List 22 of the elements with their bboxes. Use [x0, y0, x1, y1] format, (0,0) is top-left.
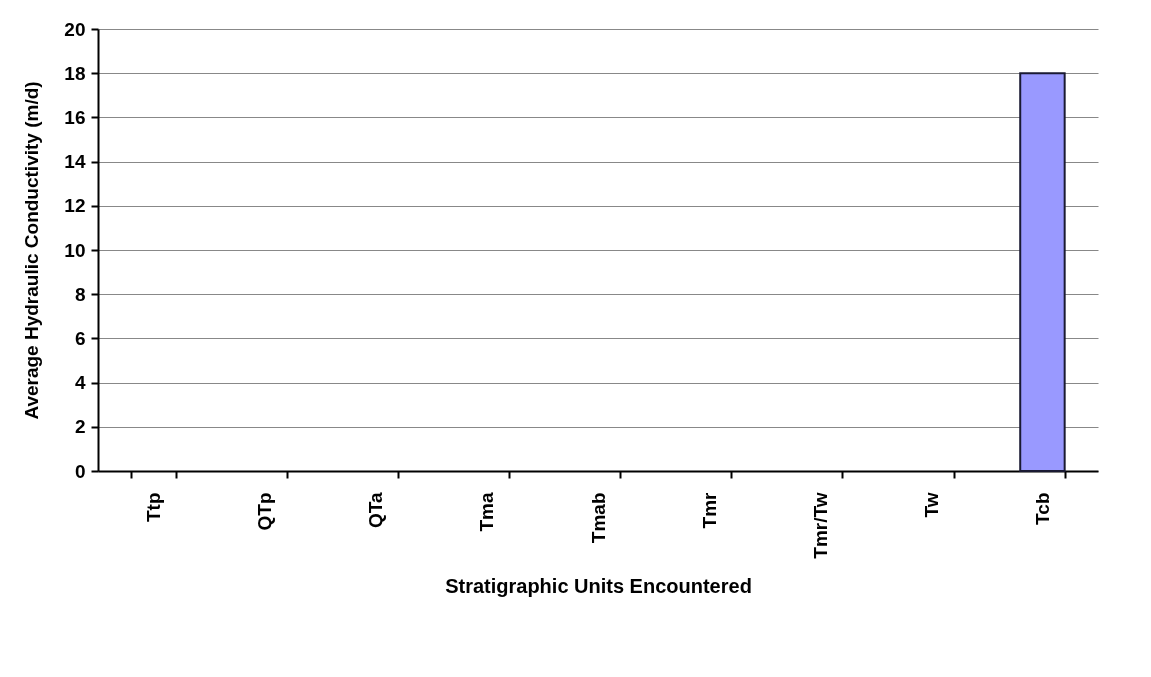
y-tick-label: 2: [74, 416, 86, 438]
x-tick-label: QTp: [254, 492, 276, 531]
x-tick-label: Tw: [920, 492, 942, 518]
x-tick-label: Tcb: [1031, 492, 1053, 525]
y-tick-label: 10: [64, 239, 86, 261]
x-tick-label: QTa: [365, 492, 387, 529]
y-tick-label: 0: [74, 460, 86, 482]
y-tick-label: 20: [64, 18, 86, 40]
y-tick-label: 18: [64, 62, 86, 84]
x-tick-label: Tmr: [698, 491, 720, 529]
x-tick-label: Tmab: [587, 492, 609, 544]
x-axis-title: Stratigraphic Units Encountered: [445, 574, 752, 597]
y-tick-label: 14: [64, 151, 86, 173]
y-axis-title: Average Hydraulic Conductivity (m/d): [21, 81, 43, 420]
y-tick-label: 12: [64, 195, 86, 217]
y-tick-label: 8: [74, 283, 86, 305]
x-tick-label: Ttp: [143, 492, 165, 523]
x-tick-label: Tma: [476, 492, 498, 532]
y-tick-label: 6: [74, 327, 86, 349]
y-tick-label: 4: [74, 372, 86, 394]
y-tick-label: 16: [64, 106, 86, 128]
x-tick-label: Tmr/Tw: [809, 492, 831, 559]
